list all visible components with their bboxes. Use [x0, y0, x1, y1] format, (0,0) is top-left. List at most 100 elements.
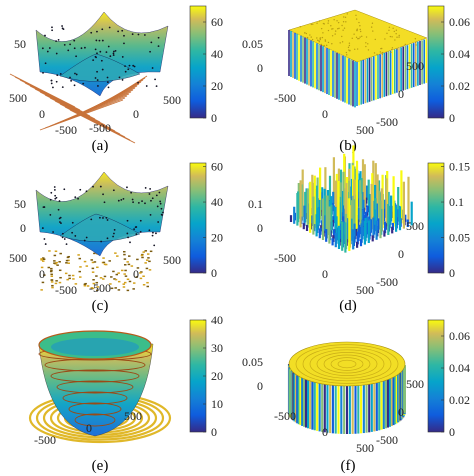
mesh-dot	[133, 228, 135, 231]
grid-dot	[320, 27, 323, 30]
mesh-dot	[61, 27, 64, 30]
mesh-dot	[54, 197, 57, 200]
colorbar-tick-label: 0	[211, 425, 217, 439]
mesh-dot	[159, 200, 162, 203]
mesh-dot	[50, 82, 53, 85]
mesh-dot	[92, 59, 95, 62]
mesh-dot	[157, 45, 160, 48]
y-tick-label: -500	[376, 275, 398, 289]
grid-dot	[373, 52, 376, 54]
x-tick-label: 500	[124, 409, 142, 423]
grid-dot	[365, 42, 367, 44]
mesh-dot	[98, 39, 101, 42]
mesh-dot	[102, 217, 104, 219]
grid-dot	[311, 38, 314, 41]
mesh-dot	[127, 236, 129, 239]
grid-dot	[414, 38, 417, 40]
mesh-dot	[106, 237, 109, 240]
grid-dot	[389, 35, 392, 38]
mesh-dot	[126, 219, 129, 222]
mesh-dot	[46, 50, 49, 53]
mesh-dot	[149, 188, 152, 190]
mesh-dot	[100, 59, 103, 62]
grid-dot	[359, 25, 361, 27]
mesh-dot	[55, 40, 57, 43]
mesh-dot	[160, 207, 163, 210]
z-tick-label: 0.1	[248, 197, 263, 211]
mesh-dot	[65, 243, 68, 246]
x-tick-label: 0	[322, 107, 328, 121]
mesh-dot	[148, 193, 151, 195]
colorbar-tick-label: 0.1	[449, 195, 464, 209]
mesh-dot	[57, 208, 60, 211]
mesh-dot	[114, 50, 117, 52]
grid-dot	[415, 41, 417, 44]
mesh-dot	[157, 221, 160, 223]
mesh-dot	[120, 198, 123, 201]
cone-ring	[56, 380, 134, 394]
mesh-dot	[161, 214, 164, 216]
mesh-dot	[113, 50, 115, 53]
y-tick-label: 500	[406, 219, 424, 233]
grid-dot	[316, 22, 318, 24]
grid-dot	[341, 24, 343, 27]
colorbar-tick-label: 0.02	[449, 393, 470, 407]
mesh-dot	[101, 28, 104, 31]
cylinder-ring	[295, 344, 399, 384]
mesh-dot	[122, 197, 125, 200]
mesh-dot	[154, 78, 156, 81]
y-tick-label: 500	[163, 93, 181, 107]
grid-dot	[320, 43, 323, 46]
mesh-dot	[145, 85, 148, 87]
mesh-dot	[121, 29, 124, 32]
mesh-dot	[58, 200, 61, 202]
z-tick-label: 0	[20, 221, 26, 235]
mesh-dot	[117, 30, 120, 33]
cylinder-ring	[337, 359, 357, 369]
cylinder-ring	[330, 357, 364, 371]
colorbar-tick-label: 0.02	[449, 79, 470, 93]
mesh-dot	[105, 51, 108, 54]
surface-inner	[59, 53, 141, 82]
mesh-dot	[99, 50, 102, 53]
grid-dot	[381, 53, 383, 56]
grid-dot	[388, 26, 391, 28]
grid-dot	[359, 28, 361, 31]
mesh-dot	[107, 86, 110, 89]
y-tick-label: 0	[398, 87, 404, 101]
grid-dot	[327, 41, 330, 44]
mesh-dot	[128, 64, 131, 67]
mesh-dot	[113, 228, 116, 231]
colorbar-tick-label: 0.06	[449, 329, 470, 343]
grid-dot	[348, 44, 351, 47]
mesh-dot	[139, 230, 142, 233]
grid-dot	[390, 51, 392, 54]
grid-dot	[330, 25, 332, 27]
z-tick-label: 50	[14, 197, 26, 211]
grid-dot	[391, 36, 393, 38]
mesh-dot	[61, 232, 64, 235]
mesh-dot	[67, 49, 70, 52]
surface-inner	[59, 213, 141, 242]
mesh-dot	[105, 216, 108, 219]
colorbar-tick-label: 40	[211, 195, 223, 209]
grid-dot	[361, 35, 363, 38]
panel-label: (f)	[341, 458, 356, 474]
mesh-dot	[113, 232, 115, 235]
x-tick-label: -500	[274, 409, 296, 423]
mesh-dot	[94, 77, 97, 79]
mesh-dot	[143, 34, 146, 36]
mesh-dot	[135, 233, 138, 236]
mesh-dot	[44, 243, 47, 245]
mesh-dot	[41, 47, 44, 50]
mesh-dot	[149, 50, 151, 53]
grid-dot	[316, 37, 318, 39]
grid-dot	[349, 49, 351, 52]
grid-dot	[357, 38, 359, 40]
grid-dot	[323, 23, 326, 25]
grid-dot	[343, 27, 346, 29]
grid-dot	[346, 13, 348, 15]
